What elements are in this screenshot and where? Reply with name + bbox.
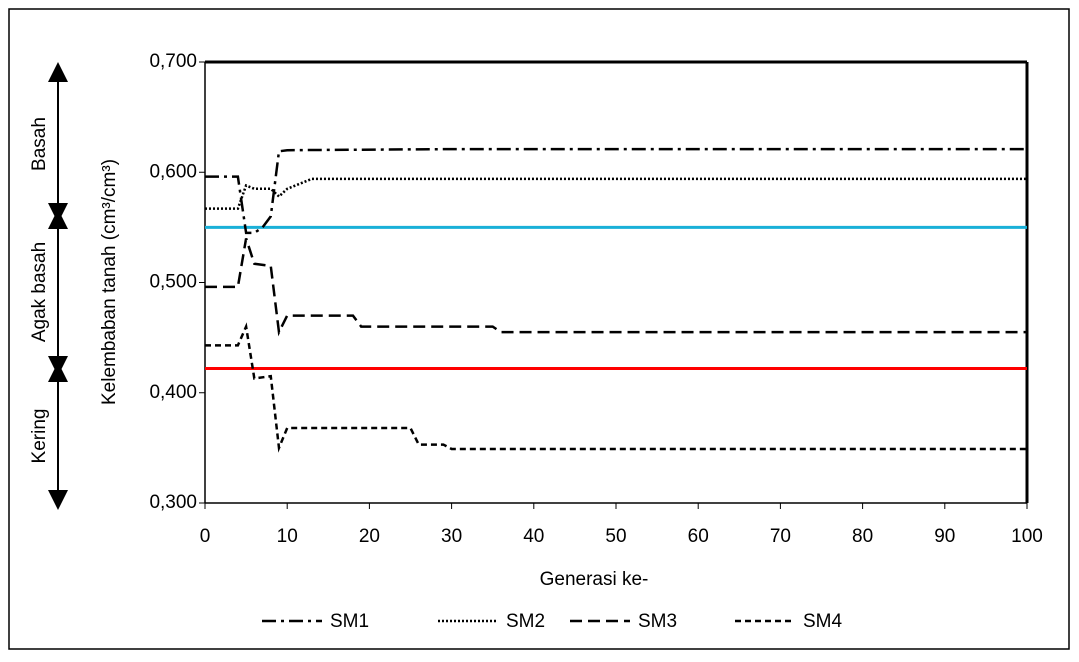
x-tick-label: 100 xyxy=(1011,526,1043,547)
y-tick-label: 0,700 xyxy=(149,51,197,72)
y-tick-label: 0,600 xyxy=(149,161,197,182)
y-tick-label: 0,400 xyxy=(149,382,197,403)
legend-label: SM1 xyxy=(330,611,369,632)
x-tick-label: 20 xyxy=(359,526,380,547)
x-tick-label: 30 xyxy=(441,526,462,547)
series-line xyxy=(205,238,1027,337)
x-tick-label: 10 xyxy=(277,526,298,547)
series-line xyxy=(205,322,1027,453)
series-line xyxy=(205,177,1027,210)
series-line xyxy=(205,147,1027,235)
y-tick-label: 0,300 xyxy=(149,492,197,513)
legend-label: SM3 xyxy=(638,611,677,632)
x-tick-label: 90 xyxy=(934,526,955,547)
x-tick-label: 60 xyxy=(688,526,709,547)
x-axis-label: Generasi ke- xyxy=(540,569,649,590)
zone-label: Agak basah xyxy=(29,242,50,342)
x-tick-label: 0 xyxy=(200,526,211,547)
x-tick-label: 70 xyxy=(770,526,791,547)
zone-label: Basah xyxy=(29,117,50,171)
zone-label: Kering xyxy=(29,409,50,464)
x-tick-label: 80 xyxy=(852,526,873,547)
y-tick-label: 0,500 xyxy=(149,272,197,293)
x-tick-label: 40 xyxy=(523,526,544,547)
y-axis-label: Kelembaban tanah (cm³/cm³) xyxy=(99,159,120,405)
x-tick-label: 50 xyxy=(605,526,626,547)
legend-label: SM4 xyxy=(803,611,843,632)
legend-label: SM2 xyxy=(506,611,545,632)
frame xyxy=(8,8,1070,650)
